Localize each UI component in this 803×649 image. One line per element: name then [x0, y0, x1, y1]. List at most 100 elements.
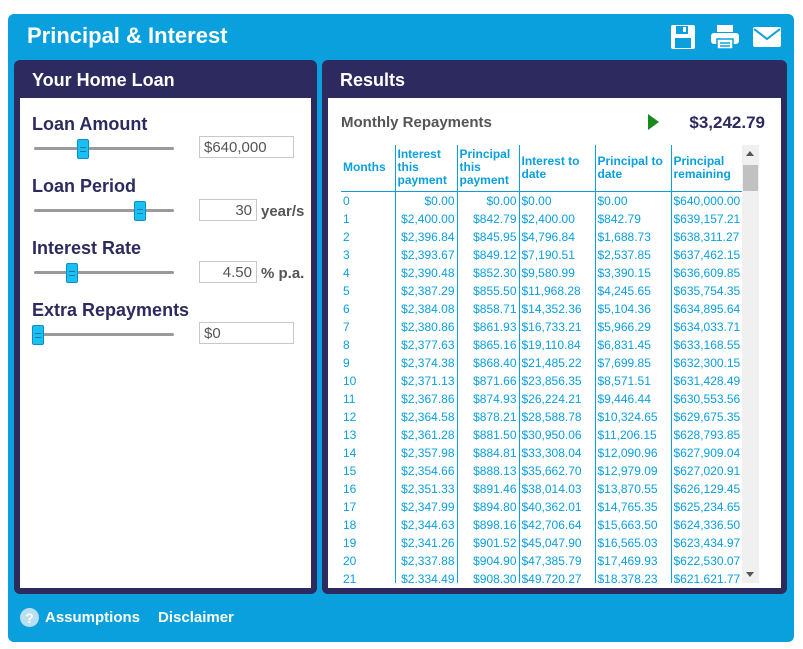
table-cell: $2,380.86 — [394, 317, 457, 336]
loan-amount-slider[interactable] — [34, 139, 174, 159]
slider-thumb[interactable] — [32, 325, 45, 345]
table-body: 0 $0.00 $0.00 $0.00 $0.00 $640,000.00 1 $2,400.… — [341, 191, 747, 583]
table-cell: 3 — [343, 247, 350, 262]
scroll-down-icon[interactable] — [746, 572, 754, 577]
table-cell: $908.30 — [456, 569, 519, 583]
table-cell: $865.16 — [456, 335, 519, 354]
extra-repayments-input[interactable] — [199, 322, 294, 344]
table-cell: $15,663.50 — [594, 515, 671, 534]
table-row: 1 $2,400.00 $842.79 $2,400.00 $842.79 $639,15… — [341, 209, 747, 228]
slider-thumb[interactable] — [77, 139, 89, 159]
table-cell: $640,000.00 — [670, 191, 747, 210]
slider-thumb[interactable] — [65, 263, 78, 283]
extra-repayments-label: Extra Repayments — [32, 300, 190, 320]
table-cell: $2,390.48 — [394, 263, 457, 282]
table-cell: 13 — [343, 427, 357, 442]
table-cell: $30,950.06 — [518, 425, 595, 444]
table-cell: $852.30 — [456, 263, 519, 282]
table-cell: 8 — [343, 337, 350, 352]
amortization-table-wrap[interactable]: Months Interest this payment Principal thi… — [341, 145, 747, 583]
table-cell: $49,720.27 — [518, 569, 595, 583]
table-row: 14 $2,357.98 $884.81 $33,308.04 $12,090.96 $6… — [341, 443, 747, 462]
table-cell: $7,699.85 — [594, 353, 671, 372]
table-row: 11 $2,367.86 $874.93 $26,224.21 $9,446.44 $63… — [341, 389, 747, 408]
save-icon[interactable] — [668, 23, 698, 51]
table-cell: $11,206.15 — [594, 425, 671, 444]
table-cell: $33,308.04 — [518, 443, 595, 462]
table-cell: 21 — [343, 571, 357, 584]
column-header: Principal remaining — [670, 145, 747, 191]
scroll-up-icon[interactable] — [746, 151, 754, 156]
interest-rate-slider[interactable] — [34, 263, 174, 283]
table-cell: $0.00 — [456, 191, 519, 210]
extra-repayments-slider[interactable] — [32, 325, 174, 345]
table-cell: $2,357.98 — [394, 443, 457, 462]
table-cell: $631,428.49 — [670, 371, 747, 390]
table-cell: $47,385.79 — [518, 551, 595, 570]
scrollbar-thumb[interactable] — [743, 165, 758, 191]
table-cell: $2,400.00 — [518, 209, 595, 228]
table-cell: $626,129.45 — [670, 479, 747, 498]
slider-thumb[interactable] — [134, 201, 147, 221]
table-cell: 11 — [343, 391, 356, 406]
table-cell: $9,446.44 — [594, 389, 671, 408]
disclaimer-link[interactable]: Disclaimer — [158, 609, 234, 626]
table-cell: $2,364.58 — [394, 407, 457, 426]
table-cell: $861.93 — [456, 317, 519, 336]
play-arrow-icon[interactable] — [648, 114, 659, 130]
table-cell: $891.46 — [456, 479, 519, 498]
table-cell: $2,344.63 — [394, 515, 457, 534]
slider-track — [34, 209, 174, 212]
email-icon[interactable] — [752, 23, 782, 51]
toolbar — [668, 23, 782, 51]
loan-amount-input[interactable] — [199, 136, 294, 158]
table-cell: $621,621.77 — [670, 569, 747, 583]
table-cell: 6 — [343, 301, 350, 316]
table-cell: 16 — [343, 481, 357, 496]
column-header: Interest this payment — [394, 145, 457, 191]
table-cell: $4,245.65 — [594, 281, 671, 300]
table-cell: $2,384.08 — [394, 299, 457, 318]
table-cell: $19,110.84 — [518, 335, 595, 354]
assumptions-link[interactable]: ? Assumptions — [20, 608, 140, 627]
table-cell: $28,588.78 — [518, 407, 595, 426]
table-cell: 9 — [343, 355, 350, 370]
table-row: 20 $2,337.88 $904.90 $47,385.79 $17,469.93 $6… — [341, 551, 747, 570]
table-cell: $16,733.21 — [518, 317, 595, 336]
table-cell: $2,377.63 — [394, 335, 457, 354]
table-cell: $627,909.04 — [670, 443, 747, 462]
table-cell: 4 — [343, 265, 350, 280]
table-cell: 19 — [343, 535, 357, 550]
table-cell: $5,966.29 — [594, 317, 671, 336]
table-cell: 18 — [343, 517, 357, 532]
results-panel: Results Monthly Repayments $3,242.79 Mon… — [322, 60, 787, 594]
loan-period-input[interactable] — [199, 199, 257, 221]
table-cell: $2,337.88 — [394, 551, 457, 570]
table-cell: 10 — [343, 373, 357, 388]
table-cell: $2,354.66 — [394, 461, 457, 480]
table-cell: $629,675.35 — [670, 407, 747, 426]
table-cell: $2,351.33 — [394, 479, 457, 498]
loan-period-slider[interactable] — [34, 201, 174, 221]
table-cell: 17 — [343, 499, 357, 514]
table-row: 21 $2,334.49 $908.30 $49,720.27 $18,378.23 $6… — [341, 569, 747, 584]
interest-rate-input[interactable] — [199, 261, 257, 283]
table-cell: $858.71 — [456, 299, 519, 318]
table-row: 7 $2,380.86 $861.93 $16,733.21 $5,966.29 $634… — [341, 317, 747, 336]
slider-track — [34, 147, 174, 150]
table-row: 19 $2,341.26 $901.52 $45,047.90 $16,565.03 $6… — [341, 533, 747, 552]
table-row: 16 $2,351.33 $891.46 $38,014.03 $13,870.55 $6… — [341, 479, 747, 498]
print-icon[interactable] — [710, 23, 740, 51]
table-cell: $14,765.35 — [594, 497, 671, 516]
table-cell: 5 — [343, 283, 350, 298]
table-cell: $12,979.09 — [594, 461, 671, 480]
table-cell: $623,434.97 — [670, 533, 747, 552]
table-cell: $35,662.70 — [518, 461, 595, 480]
table-cell: $1,688.73 — [594, 227, 671, 246]
table-cell: 15 — [343, 463, 357, 478]
table-cell: 12 — [343, 409, 357, 424]
home-loan-heading: Your Home Loan — [32, 70, 175, 90]
table-row: 9 $2,374.38 $868.40 $21,485.22 $7,699.85 $632… — [341, 353, 747, 372]
table-cell: 7 — [343, 319, 350, 334]
table-scrollbar[interactable] — [742, 145, 759, 583]
